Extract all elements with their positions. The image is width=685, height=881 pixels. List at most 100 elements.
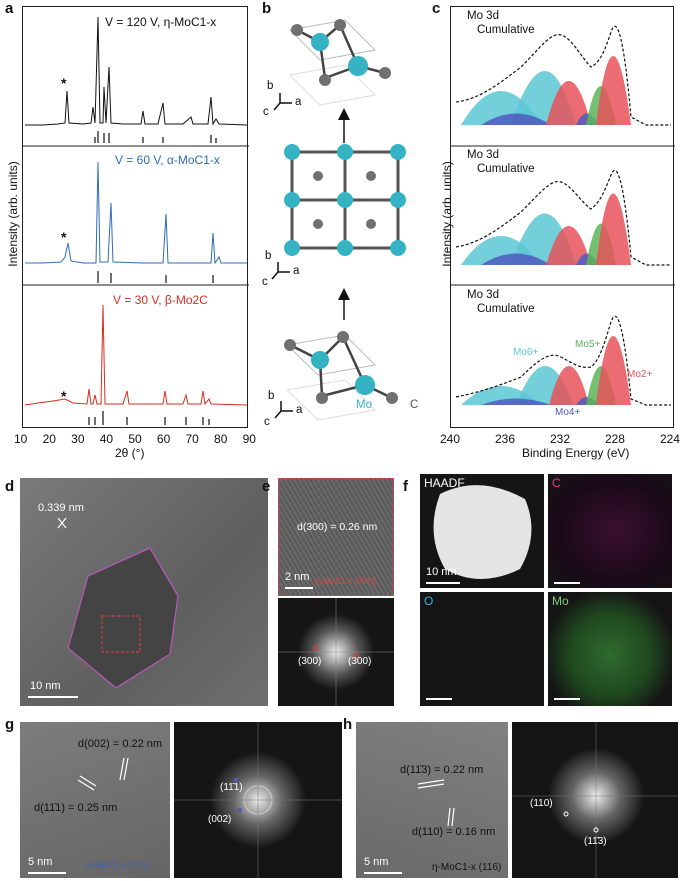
xps-traces [451, 25, 675, 406]
g-scale-bar [28, 872, 66, 874]
peak-mo4: Mo4+ [555, 407, 581, 418]
panel-g-label: g [5, 716, 15, 733]
xtick: 236 [494, 432, 516, 446]
hrtem-image-e: d(300) = 0.26 nm 2 nm [η-MoC1-x (001)] [278, 478, 394, 596]
peak-mo6: Mo6+ [513, 347, 539, 358]
tem-image-d: 0.339 nm 10 nm [20, 478, 268, 706]
label-beta: V = 30 V, β-Mo2C [113, 293, 208, 307]
axis-b-mid: b [265, 250, 272, 262]
axis-b-top: b [267, 80, 274, 92]
g-spot2: (002) [208, 814, 232, 825]
axis-c-bot: c [264, 416, 270, 428]
star-bot: * [61, 388, 67, 404]
panel-b-label: b [262, 0, 272, 17]
axis-a-mid: a [293, 265, 300, 277]
xtick: 60 [156, 432, 171, 446]
g-zone: η-MoC1-x (110) [86, 860, 149, 870]
axis-b-bot: b [268, 390, 275, 402]
xps-legend-points-2: Mo 3d [467, 149, 499, 161]
xtick: 50 [128, 432, 142, 446]
e-scale-label: 2 nm [285, 571, 310, 583]
panel-c-label: c [432, 0, 441, 17]
e-dspacing: d(300) = 0.26 nm [297, 521, 378, 533]
fft-image-h: (110) (11̄3) [512, 722, 678, 878]
panel-h-label: h [343, 716, 353, 733]
xtick: 40 [99, 432, 114, 446]
mo-atom-label: Mo [356, 399, 372, 411]
haadf-scale-bar [426, 582, 460, 584]
hrtem-image-h: d(11̄3) = 0.22 nm d(110) = 0.16 nm 5 nm … [356, 722, 508, 878]
xtick: 70 [185, 432, 199, 446]
peak-mo5: Mo5+ [575, 339, 601, 350]
axis-c-top: c [263, 106, 269, 118]
o-map: O [420, 592, 544, 706]
e-scale-bar [285, 587, 313, 589]
peak-mo2: Mo2+ [627, 369, 653, 380]
h-zone: η-MoC1-x (116) [432, 862, 502, 873]
c-scale-bar [554, 582, 580, 584]
xrd-ylabel: Intensity (arb. units) [6, 161, 20, 267]
xtick: 30 [71, 432, 85, 446]
d-scale-bar [28, 696, 78, 698]
g-d1: d(002) = 0.22 nm [78, 738, 163, 750]
haadf-label: HAADF [424, 476, 465, 490]
h-d2: d(110) = 0.16 nm [412, 826, 496, 838]
panel-f-label: f [403, 478, 408, 495]
d-scale-label: 10 nm [30, 680, 61, 692]
xtick: 224 [659, 432, 680, 446]
label-alpha: V = 60 V, α-MoC1-x [115, 153, 220, 167]
label-eta: V = 120 V, η-MoC1-x [105, 15, 217, 29]
o-map-label: O [424, 594, 434, 608]
e-zone: [η-MoC1-x (001)] [315, 577, 376, 586]
c-map: C [548, 474, 672, 588]
fft-image-g: (11̄1) (002) [174, 722, 342, 878]
xrd-xticks: 10 20 30 40 50 60 70 80 90 [14, 432, 256, 446]
star-top: * [61, 75, 67, 91]
xtick: 10 [14, 432, 28, 446]
xps-ylabel: Intensity (arb. units) [440, 161, 454, 267]
xps-plot: Mo 3d Cumulative Mo 3d Cumulative Mo 3d … [450, 6, 675, 428]
xps-legend-points-3: Mo 3d [467, 289, 499, 301]
xtick: 232 [549, 432, 570, 446]
xrd-trace-alpha [25, 161, 247, 265]
xps-legend-line-2: Cumulative [477, 163, 535, 175]
xrd-trace-beta [24, 304, 248, 406]
mo-map-label: Mo [552, 594, 569, 608]
xps-legend-line-3: Cumulative [477, 303, 535, 315]
haadf-map: HAADF 10 nm [420, 474, 544, 588]
o-scale-bar [426, 698, 452, 700]
h-spot1: (110) [530, 798, 553, 809]
panel-e-label: e [262, 478, 271, 495]
xrd-traces [23, 16, 249, 425]
h-spot2: (11̄3) [584, 836, 607, 847]
e-spot2: (300) [348, 656, 372, 667]
xps-xlabel: Binding Energy (eV) [522, 446, 630, 460]
xrd-xlabel: 2θ (°) [115, 446, 145, 460]
panel-d-label: d [5, 478, 15, 495]
xtick: 228 [604, 432, 625, 446]
mo-scale-bar [554, 698, 580, 700]
xtick: 90 [242, 432, 256, 446]
axis-a-top: a [295, 96, 302, 108]
xrd-trace-eta [25, 16, 248, 126]
h-scale-bar [364, 872, 402, 874]
e-spot1: (300) [298, 656, 322, 667]
g-scale-label: 5 nm [28, 856, 53, 868]
axis-c-mid: c [262, 276, 268, 288]
star-mid: * [61, 229, 67, 245]
xps-legend-line-1: Cumulative [477, 24, 535, 36]
xtick: 80 [214, 432, 228, 446]
xrd-plot: * * * V = 120 V, η-MoC1-x V = 60 V, α-Mo… [22, 6, 249, 428]
d-spacing-label: 0.339 nm [38, 502, 84, 514]
c-atom-label: C [410, 399, 419, 411]
h-d1: d(11̄3) = 0.22 nm [400, 764, 484, 776]
xtick: 240 [440, 432, 461, 446]
axis-a-bot: a [296, 404, 303, 416]
mo-map: Mo [548, 592, 672, 706]
g-d2: d(11̄1) = 0.25 nm [34, 802, 118, 814]
c-map-label: C [552, 476, 561, 490]
xtick: 20 [42, 432, 56, 446]
g-spot1: (11̄1) [220, 782, 243, 793]
hrtem-image-g: d(002) = 0.22 nm d(11̄1) = 0.25 nm 5 nm … [20, 722, 170, 878]
haadf-scale-label: 10 nm [426, 566, 457, 578]
